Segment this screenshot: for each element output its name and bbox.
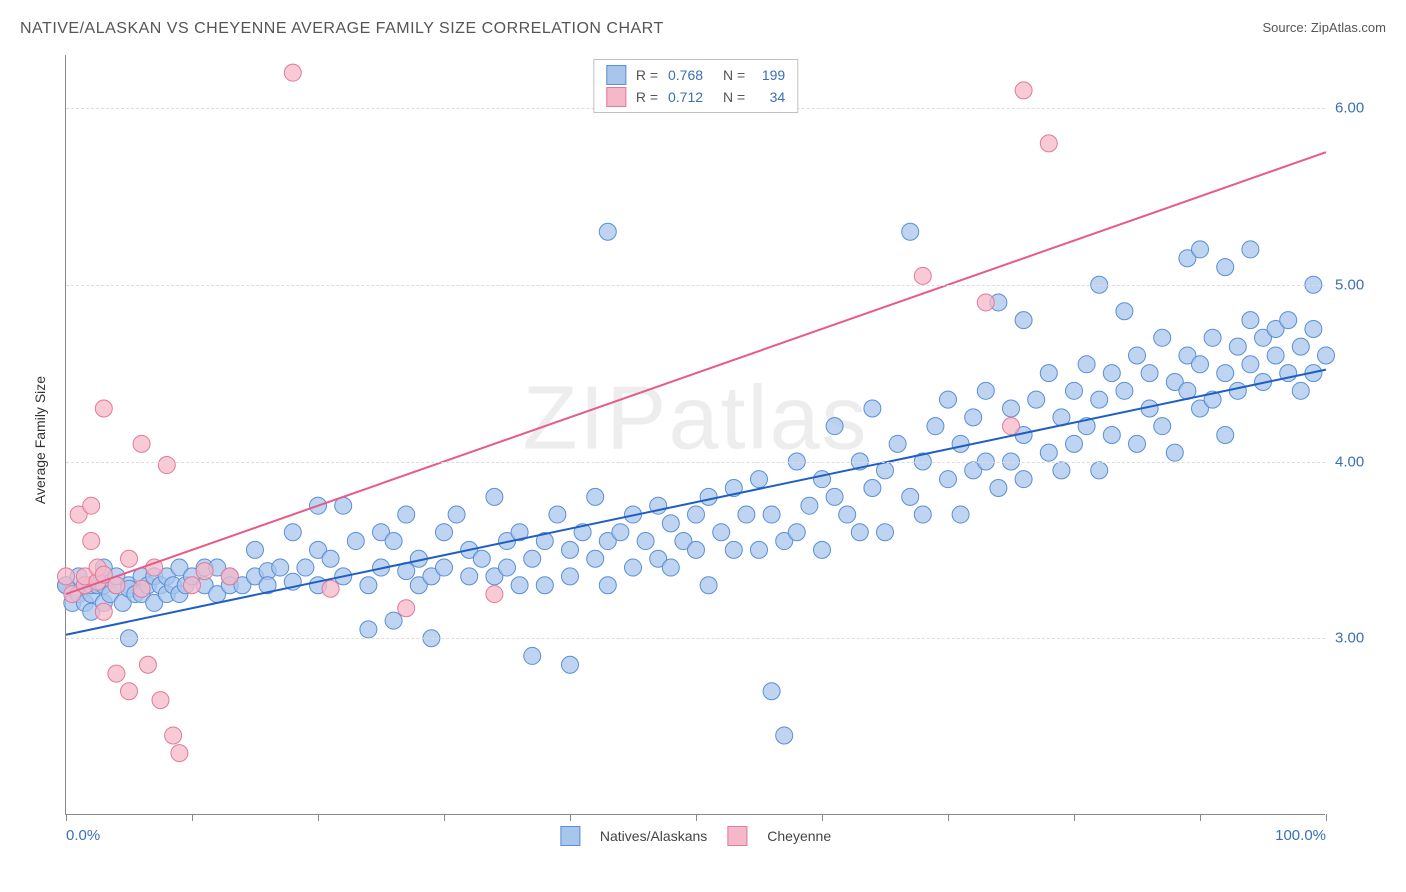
legend-label-cheyenne: Cheyenne bbox=[767, 828, 831, 844]
legend-row-cheyenne: R = 0.712 N = 34 bbox=[606, 86, 785, 108]
legend-swatch bbox=[606, 87, 626, 107]
y-axis-label: Average Family Size bbox=[32, 376, 48, 504]
x-tick-label: 0.0% bbox=[66, 827, 100, 844]
legend-row-natives: R = 0.768 N = 199 bbox=[606, 64, 785, 86]
r-value: 0.712 bbox=[668, 89, 713, 105]
x-tick bbox=[1074, 814, 1075, 821]
n-value: 34 bbox=[755, 89, 785, 105]
plot-area: ZIPatlas R =0.768N =199R =0.712N =34 Nat… bbox=[65, 55, 1325, 815]
legend-swatch bbox=[560, 826, 580, 846]
gridline bbox=[66, 285, 1325, 286]
r-value: 0.768 bbox=[668, 67, 713, 83]
x-tick bbox=[948, 814, 949, 821]
x-tick bbox=[318, 814, 319, 821]
y-tick-label: 3.00 bbox=[1335, 630, 1385, 647]
y-tick-label: 4.00 bbox=[1335, 453, 1385, 470]
gridline bbox=[66, 462, 1325, 463]
x-tick bbox=[192, 814, 193, 821]
chart-title: NATIVE/ALASKAN VS CHEYENNE AVERAGE FAMIL… bbox=[20, 20, 664, 37]
x-tick bbox=[570, 814, 571, 821]
chart-region: Average Family Size ZIPatlas R =0.768N =… bbox=[50, 55, 1386, 825]
y-tick-label: 6.00 bbox=[1335, 100, 1385, 117]
legend-label-natives: Natives/Alaskans bbox=[600, 828, 707, 844]
x-tick bbox=[822, 814, 823, 821]
n-label: N = bbox=[723, 67, 745, 83]
x-tick bbox=[66, 814, 67, 821]
x-tick bbox=[696, 814, 697, 821]
trend-lines-layer bbox=[66, 55, 1326, 815]
x-tick-label: 100.0% bbox=[1275, 827, 1326, 844]
correlation-legend: R = 0.768 N = 199 R = 0.712 N = 34 bbox=[593, 59, 798, 113]
natives-trendline bbox=[66, 370, 1326, 635]
n-label: N = bbox=[723, 89, 745, 105]
r-label: R = bbox=[636, 67, 658, 83]
source-credit: Source: ZipAtlas.com bbox=[1262, 20, 1386, 35]
x-tick bbox=[1200, 814, 1201, 821]
legend-swatch bbox=[727, 826, 747, 846]
r-label: R = bbox=[636, 89, 658, 105]
series-legend: Natives/Alaskans Cheyenne bbox=[560, 826, 831, 846]
x-tick bbox=[1326, 814, 1327, 821]
y-tick-label: 5.00 bbox=[1335, 276, 1385, 293]
n-value: 199 bbox=[755, 67, 785, 83]
legend-swatch bbox=[606, 65, 626, 85]
cheyenne-trendline bbox=[66, 152, 1326, 594]
x-tick bbox=[444, 814, 445, 821]
gridline bbox=[66, 638, 1325, 639]
